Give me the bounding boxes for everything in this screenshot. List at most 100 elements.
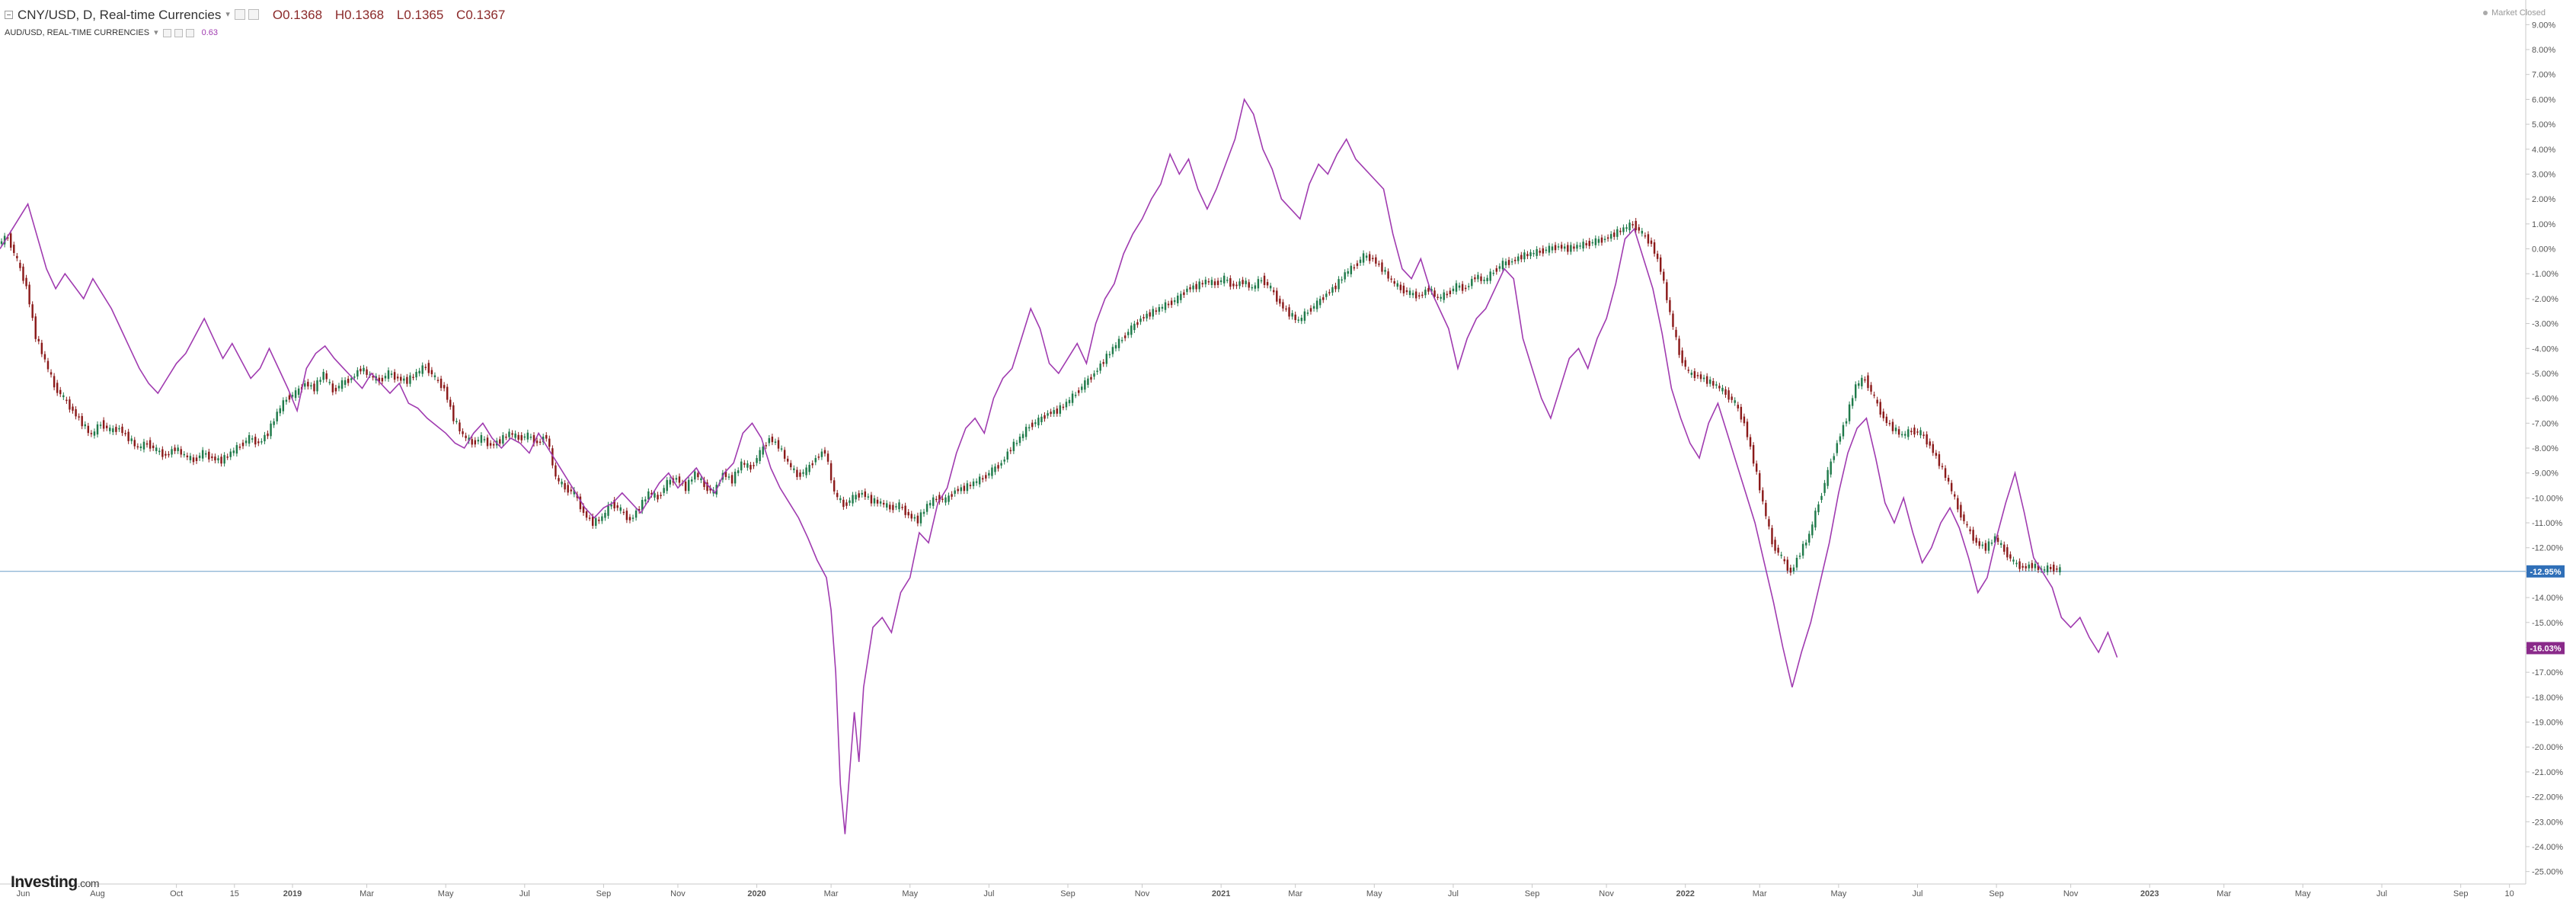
candle-body xyxy=(691,479,693,482)
candle-body xyxy=(1399,284,1402,290)
candle-body xyxy=(443,385,446,389)
chevron-down-icon[interactable]: ▾ xyxy=(154,27,158,37)
chevron-down-icon[interactable]: ▾ xyxy=(225,9,230,19)
candle-body xyxy=(622,511,625,514)
candle-body xyxy=(1344,272,1346,280)
candle-body xyxy=(1099,364,1101,371)
eye-icon[interactable] xyxy=(248,9,259,20)
x-tick-label: Sep xyxy=(2453,889,2469,898)
candle-body xyxy=(1570,245,1572,252)
compare-series-legend[interactable]: AUD/USD, REAL-TIME CURRENCIES ▾ 0.63 xyxy=(5,26,514,40)
collapse-icon[interactable] xyxy=(5,10,13,19)
candle-body xyxy=(145,443,149,445)
time-axis[interactable]: Jun Aug Oct 15 2019 Mar May Jul Sep Nov 2020 Mar May… xyxy=(17,884,2514,898)
aud-price-badge: -16.03% xyxy=(2526,642,2565,655)
candle-body xyxy=(1440,296,1442,299)
candle-body xyxy=(858,493,860,498)
y-tick-label: -8.00% xyxy=(2532,444,2558,453)
candle-body xyxy=(892,504,894,511)
candle-body xyxy=(1359,259,1362,264)
candle-body xyxy=(400,376,402,381)
candle-body xyxy=(669,479,672,485)
candle-body xyxy=(1260,280,1263,282)
candle-body xyxy=(1306,312,1309,314)
candle-body xyxy=(483,439,486,440)
candle-body xyxy=(910,514,912,519)
candle-body xyxy=(2046,565,2049,572)
candle-body xyxy=(724,471,727,477)
candle-body xyxy=(1474,277,1476,280)
candle-body xyxy=(737,470,740,473)
candle-body xyxy=(919,512,922,524)
candle-body xyxy=(864,491,867,498)
candle-body xyxy=(1155,310,1158,312)
candle-body xyxy=(1625,227,1628,229)
candle-body xyxy=(1659,257,1662,272)
candle-body xyxy=(1801,543,1804,556)
chart-legend: CNY/USD, D, Real-time Currencies ▾ O0.13… xyxy=(5,6,514,40)
settings-icon[interactable] xyxy=(234,9,245,20)
investing-logo[interactable]: Investing.com xyxy=(11,873,100,892)
candle-body xyxy=(1458,285,1461,288)
candle-body xyxy=(1833,456,1835,460)
y-tick-label: 5.00% xyxy=(2532,120,2555,130)
candle-body xyxy=(1405,290,1408,293)
candle-body xyxy=(1632,224,1634,226)
x-tick-label: Mar xyxy=(2216,889,2231,898)
candle-body xyxy=(1749,437,1752,447)
candle-body xyxy=(842,499,845,508)
candle-body xyxy=(1318,299,1322,306)
candle-body xyxy=(1712,380,1715,386)
candle-body xyxy=(257,441,260,444)
candle-body xyxy=(1873,394,1875,396)
candle-body xyxy=(1381,262,1383,272)
candle-body xyxy=(1177,295,1179,303)
candle-body xyxy=(1783,559,1785,562)
candle-body xyxy=(746,463,749,468)
candle-body xyxy=(1325,293,1328,297)
candle-body xyxy=(13,245,15,253)
candle-body xyxy=(582,506,585,513)
candle-body xyxy=(833,480,836,492)
candle-body xyxy=(1975,537,1977,543)
candle-body xyxy=(155,447,158,451)
candle-body xyxy=(75,409,77,417)
candle-body xyxy=(1219,280,1222,283)
candle-body xyxy=(387,370,390,380)
price-axis[interactable]: 9.00% 8.00% 7.00% 6.00% 5.00% 4.00% 3.00% 2.00%… xyxy=(2526,21,2563,877)
candle-body xyxy=(1146,313,1148,319)
candle-body xyxy=(780,448,783,450)
candle-body xyxy=(703,479,705,487)
candle-body xyxy=(189,456,192,460)
settings-icon[interactable] xyxy=(162,28,171,37)
y-tick-label: 0.00% xyxy=(2532,245,2555,255)
candle-body xyxy=(1517,256,1520,261)
candle-body xyxy=(960,487,963,492)
candle-body xyxy=(1567,245,1569,252)
eye-icon[interactable] xyxy=(174,28,183,37)
candle-body xyxy=(84,424,86,427)
candle-body xyxy=(1133,323,1136,331)
y-tick-label: -21.00% xyxy=(2532,768,2563,777)
candle-body xyxy=(1699,374,1702,380)
candle-body xyxy=(1954,494,1956,497)
candle-body xyxy=(625,511,628,520)
candle-body xyxy=(1690,373,1693,375)
close-icon[interactable] xyxy=(185,28,194,37)
candle-body xyxy=(2034,563,2037,569)
candle-body xyxy=(344,380,347,385)
main-series-legend[interactable]: CNY/USD, D, Real-time Currencies ▾ O0.13… xyxy=(5,6,514,23)
candle-body xyxy=(319,380,321,383)
candle-body xyxy=(756,458,758,463)
x-tick-label: Mar xyxy=(1753,889,1767,898)
candle-body xyxy=(492,444,495,446)
candle-body xyxy=(59,389,62,395)
candle-body xyxy=(743,463,746,465)
candle-body xyxy=(932,497,935,506)
candle-body xyxy=(1656,253,1659,259)
candle-body xyxy=(1047,413,1049,416)
candle-body xyxy=(1396,283,1398,287)
x-tick-label: Jul xyxy=(519,889,530,898)
candle-body xyxy=(631,517,634,519)
